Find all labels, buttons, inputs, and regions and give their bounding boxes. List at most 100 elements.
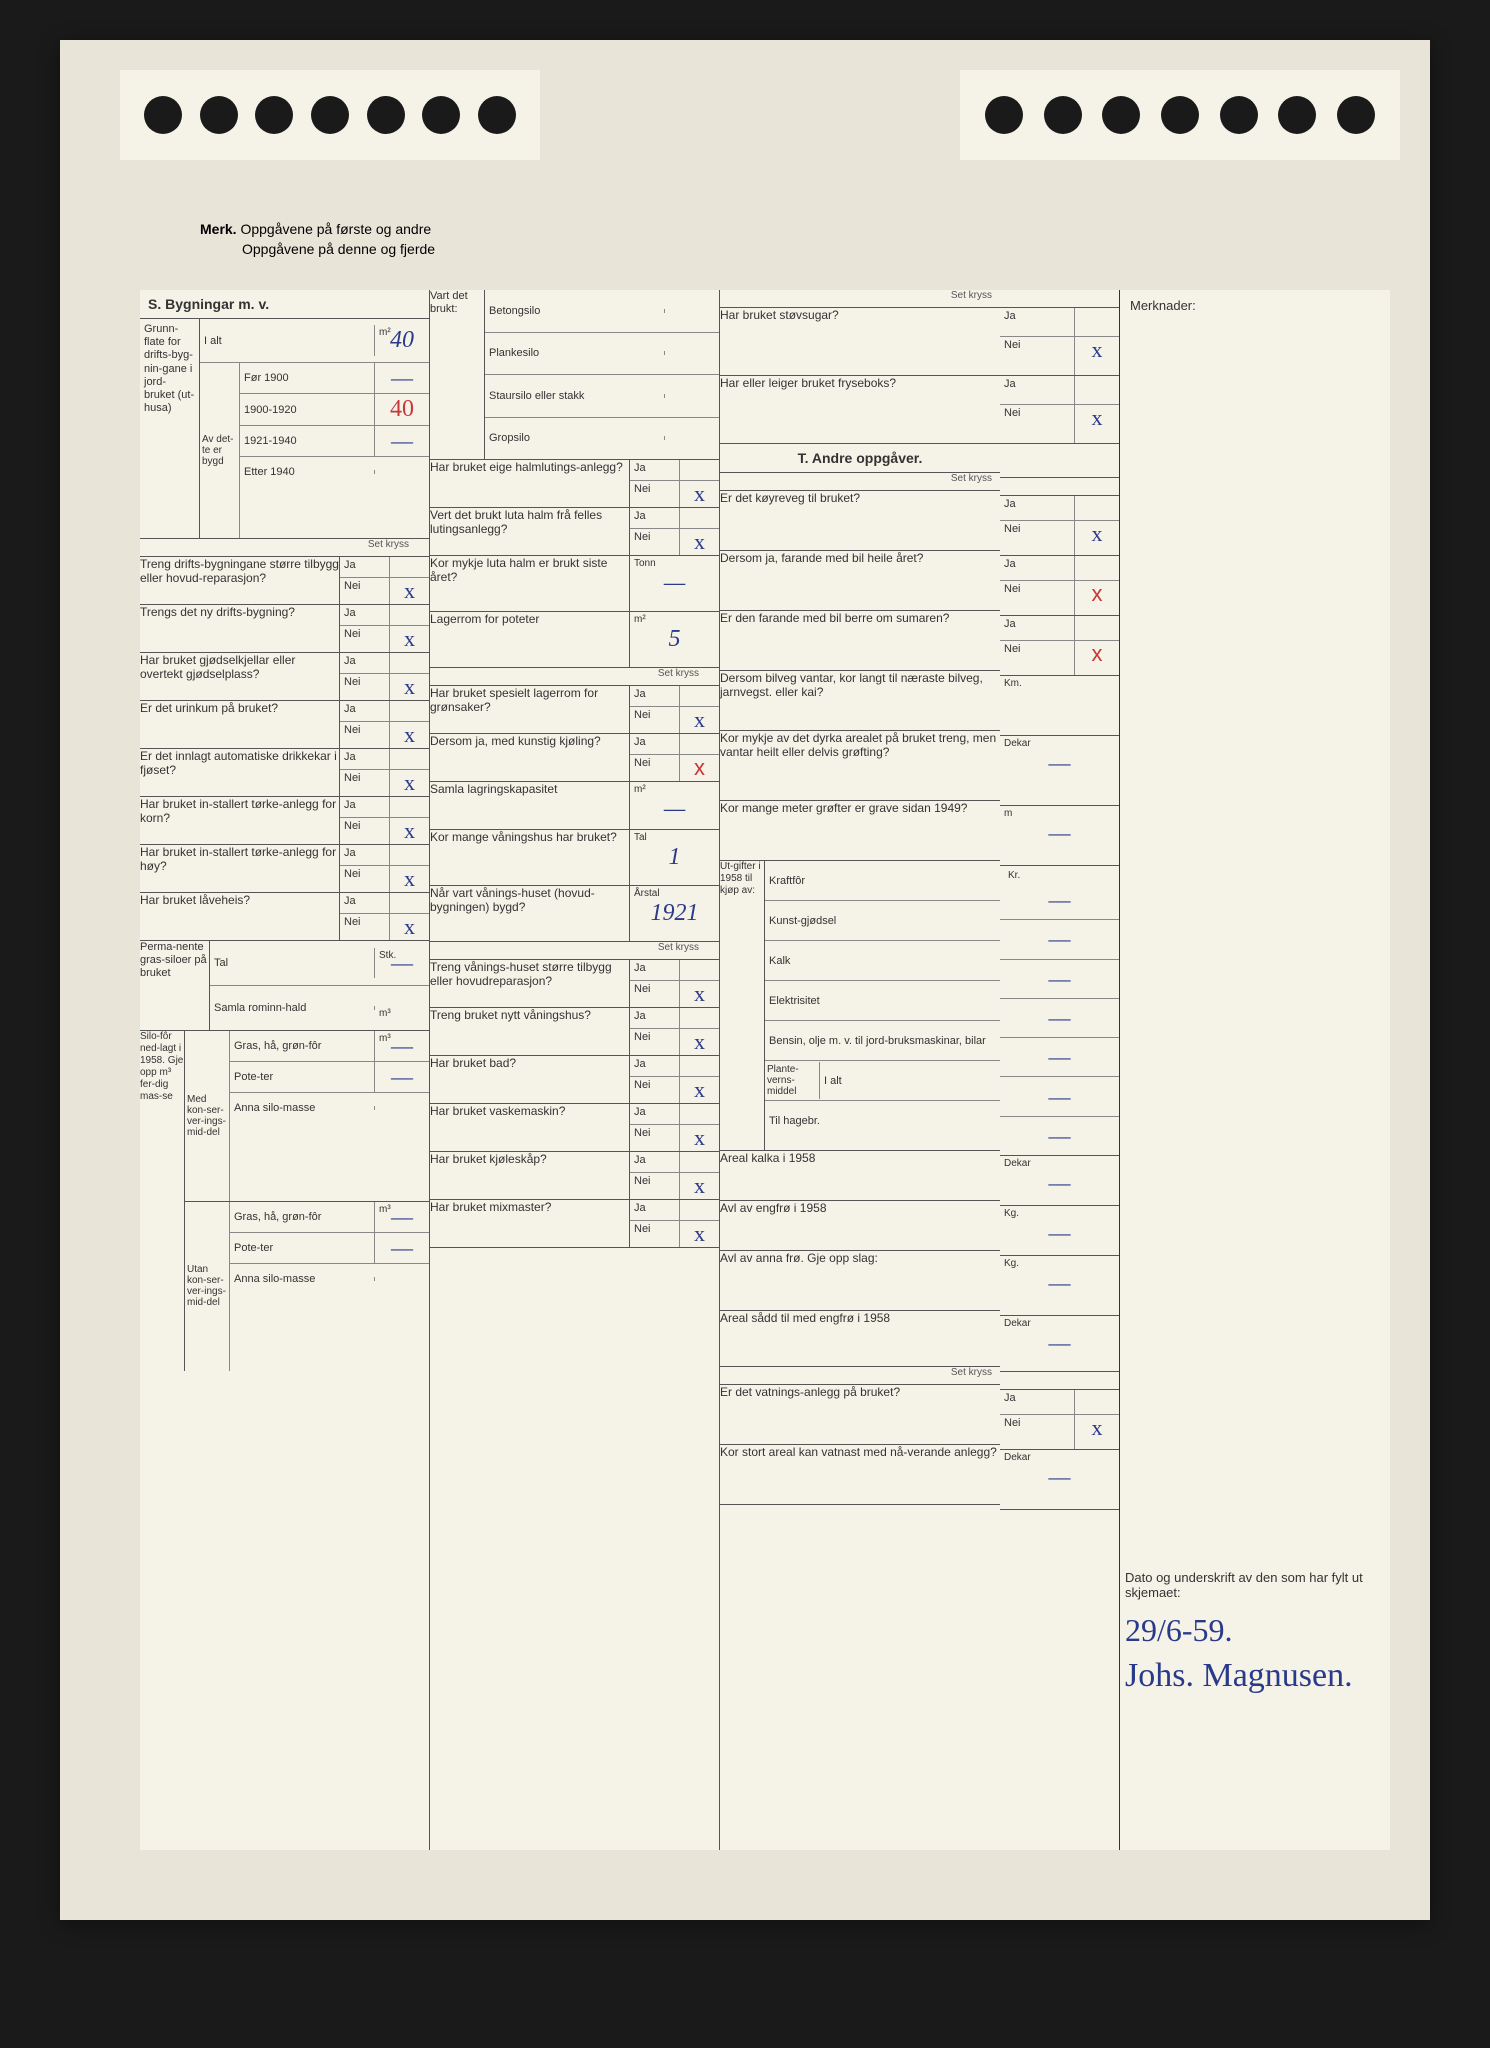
nei-mark: x — [679, 1029, 719, 1055]
ja-label: Ja — [340, 557, 389, 577]
samla-unit: m³ — [379, 1008, 391, 1019]
scanned-page: Merk. Oppgåvene på første og andre Oppgå… — [60, 40, 1430, 1920]
question-label: Har bruket vaskemaskin? — [430, 1104, 629, 1151]
nei-label: Nei — [340, 626, 389, 652]
question-label: Trengs det ny drifts-bygning? — [140, 605, 339, 652]
punch-hole — [255, 96, 293, 134]
ja-label: Ja — [630, 1200, 679, 1220]
row-label: Areal sådd til med engfrø i 1958 — [720, 1311, 1000, 1366]
ja-mark — [389, 749, 429, 769]
section-s-title: S. Bygningar m. v. — [140, 290, 429, 319]
nei-mark: x — [389, 626, 429, 652]
value-label: Lagerrom for poteter — [430, 612, 629, 667]
question-row: Er det innlagt automatiske drikkekar i f… — [140, 749, 429, 797]
ja-label: Ja — [340, 749, 389, 769]
punch-hole — [311, 96, 349, 134]
row-label: Har bruket støvsugar? — [720, 308, 1000, 375]
question-label: Har bruket låveheis? — [140, 893, 339, 940]
value-row: Kor mange våningshus har bruket? Tal 1 — [430, 830, 719, 886]
ja-label: Ja — [630, 1008, 679, 1028]
punch-hole — [478, 96, 516, 134]
ja-mark — [679, 734, 719, 754]
label-row: Areal kalka i 1958 — [720, 1151, 1000, 1201]
value-label: Kor mykje luta halm er brukt siste året? — [430, 556, 629, 611]
ja-label: Ja — [340, 797, 389, 817]
nei-mark: x — [679, 1077, 719, 1103]
utgifter-values: Kr. ——————— — [1000, 866, 1119, 1156]
value-val: — — [664, 796, 685, 822]
grunnflate-label: Grunn-flate for drifts-byg-nin-gane i jo… — [140, 319, 200, 538]
ja-label: Ja — [630, 460, 679, 480]
row-label: Kor stort areal kan vatnast med nå-veran… — [720, 1445, 1000, 1504]
ja-mark — [679, 1200, 719, 1220]
question-label: Har bruket mixmaster? — [430, 1200, 629, 1247]
silofor-item-label: Pote-ter — [230, 1069, 374, 1085]
question-row: Har bruket in-stallert tørke-anlegg for … — [140, 797, 429, 845]
question-row: Har bruket låveheis? Ja Nei x — [140, 893, 429, 941]
nei-label: Nei — [340, 674, 389, 700]
ja-label: Ja — [340, 893, 389, 913]
value-label: Kor mange våningshus har bruket? — [430, 830, 629, 885]
column-s-bygningar: S. Bygningar m. v. Grunn-flate for drift… — [140, 290, 430, 1850]
value-row: Kor mykje luta halm er brukt siste året?… — [430, 556, 719, 612]
grassiloer-label: Perma-nente gras-siloer på bruket — [140, 941, 210, 1030]
merk-bold: Merk. — [200, 221, 237, 237]
nei-mark: x — [679, 707, 719, 733]
row-label: Avl av engfrø i 1958 — [720, 1201, 1000, 1250]
janei-cell: Ja Neix — [1000, 308, 1119, 376]
label-row: Er den farande med bil berre om sumaren? — [720, 611, 1000, 671]
med-label: Med kon-ser-ver-ings-mid-del — [185, 1031, 230, 1201]
silofor-item-label: Anna silo-masse — [230, 1100, 374, 1116]
nei-mark: x — [389, 674, 429, 700]
nei-label: Nei — [340, 914, 389, 940]
i-alt-value: 40 — [390, 327, 414, 353]
signature-area: Dato og underskrift av den som har fylt … — [1125, 1570, 1385, 1695]
value-row: Når vart vånings-huset (hovud-bygningen)… — [430, 886, 719, 942]
merk-line1: Oppgåvene på første og andre — [240, 221, 431, 237]
ja-label: Ja — [630, 1056, 679, 1076]
question-row: Har bruket eige halmlutings-anlegg? Ja N… — [430, 460, 719, 508]
janei-cell: Ja Neix — [1000, 616, 1119, 676]
question-row: Dersom ja, med kunstig kjøling? Ja Nei x — [430, 734, 719, 782]
ja-mark — [679, 686, 719, 706]
value-label: Samla lagringskapasitet — [430, 782, 629, 829]
question-row: Treng vånings-huset større tilbygg eller… — [430, 960, 719, 1008]
tal-unit: Stk. — [379, 950, 396, 961]
nei-label: Nei — [340, 770, 389, 796]
signature-label: Dato og underskrift av den som har fylt … — [1125, 1570, 1385, 1600]
merk-note: Merk. Oppgåvene på første og andre Oppgå… — [200, 220, 520, 259]
label-row: Avl av engfrø i 1958 — [720, 1201, 1000, 1251]
row-label: Kor mykje av det dyrka arealet på bruket… — [720, 731, 1000, 800]
value-val: — — [664, 570, 685, 596]
av-dette-bygd-label: Av det-te er bygd — [200, 363, 240, 538]
grassiloer-block: Perma-nente gras-siloer på bruket Tal St… — [140, 941, 429, 1031]
ja-label: Ja — [630, 686, 679, 706]
grunnflate-block: Grunn-flate for drifts-byg-nin-gane i jo… — [140, 319, 429, 539]
period-3: Etter 1940 — [240, 464, 374, 480]
value-val: 5 — [669, 626, 681, 652]
label-row: Kor mange meter grøfter er grave sidan 1… — [720, 801, 1000, 861]
period-2-val: — — [391, 428, 413, 453]
label-row: Dersom bilveg vantar, kor langt til næra… — [720, 671, 1000, 731]
ja-mark — [679, 960, 719, 980]
unit-m2: m² — [379, 327, 391, 338]
column-3: Set kryss Har bruket støvsugar? Har elle… — [720, 290, 1000, 1850]
ja-mark — [679, 460, 719, 480]
question-label: Har bruket in-stallert tørke-anlegg for … — [140, 845, 339, 892]
utgift-label: Kalk — [765, 953, 1000, 969]
tal-label: Tal — [210, 955, 374, 971]
nei-mark: x — [389, 914, 429, 940]
value-unit: Tonn — [634, 558, 656, 569]
ja-label: Ja — [630, 960, 679, 980]
ja-mark — [679, 1104, 719, 1124]
value-unit: m² — [634, 784, 646, 795]
value-cell: m— — [1000, 806, 1119, 866]
utgift-label: I alt — [820, 1073, 1000, 1089]
question-row: Treng drifts-bygningane større tilbygg e… — [140, 557, 429, 605]
ja-mark — [389, 557, 429, 577]
question-label: Vert det brukt luta halm frå felles luti… — [430, 508, 629, 555]
janei-cell: Ja Neix — [1000, 1390, 1119, 1450]
merknader-label: Merknader: — [1130, 298, 1196, 313]
nei-label: Nei — [630, 755, 679, 781]
question-label: Har bruket in-stallert tørke-anlegg for … — [140, 797, 339, 844]
